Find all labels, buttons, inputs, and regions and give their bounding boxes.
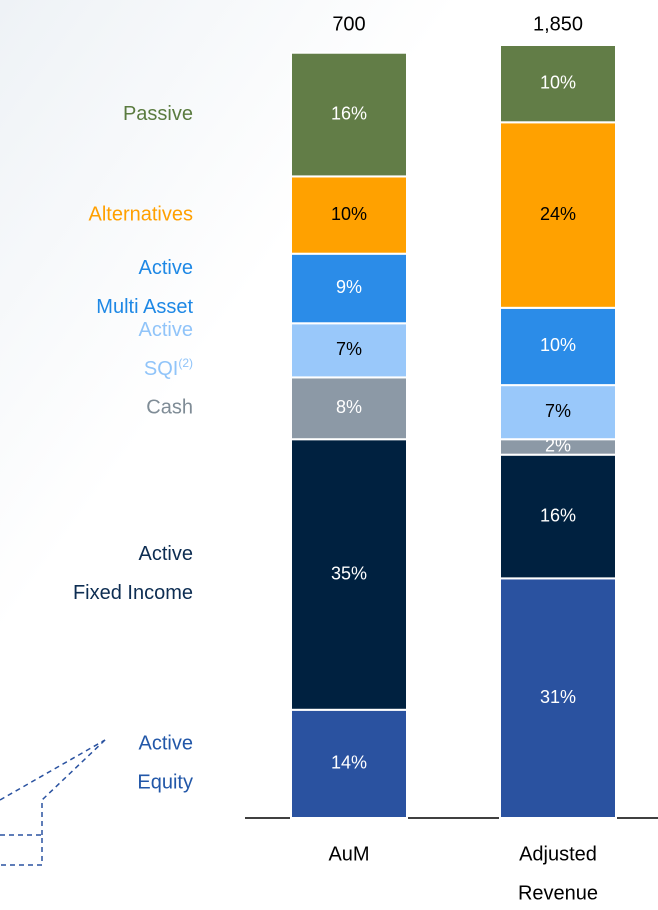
legend-label: Active SQI(2) <box>139 319 193 380</box>
bar-segment <box>290 51 408 178</box>
legend-label: Active Multi Asset <box>96 257 193 318</box>
bar-segment <box>499 306 617 387</box>
bar-segment <box>290 252 408 325</box>
total-label: 700 <box>332 13 365 35</box>
data-label: 10% <box>540 335 576 355</box>
data-label: 8% <box>336 397 362 417</box>
data-label: 7% <box>545 401 571 421</box>
bar-segment <box>290 322 408 379</box>
data-label: 16% <box>540 505 576 525</box>
bar-segment <box>499 577 617 819</box>
data-label: 31% <box>540 687 576 707</box>
legend-label: Alternatives <box>89 203 194 225</box>
data-label: 14% <box>331 753 367 773</box>
x-tick-label: AuM <box>328 843 369 865</box>
callout-lines <box>0 739 106 866</box>
bar-segment <box>290 376 408 441</box>
footnote: (2) <box>178 356 193 370</box>
data-label: 35% <box>331 563 367 583</box>
data-label: 7% <box>336 339 362 359</box>
bar-segment <box>499 121 617 309</box>
bar-segment <box>499 44 617 124</box>
legend-label: Passive <box>123 103 193 125</box>
bar-segment <box>499 453 617 580</box>
bar-segment <box>290 438 408 711</box>
data-label: 10% <box>331 204 367 224</box>
data-label: 2% <box>545 436 571 456</box>
total-label: 1,850 <box>533 13 583 35</box>
legend-label: Active Fixed Income <box>73 543 193 604</box>
bar-segment <box>499 384 617 441</box>
data-label: 24% <box>540 204 576 224</box>
data-label: 10% <box>540 72 576 92</box>
legend-label: Cash <box>146 397 193 419</box>
data-label: 9% <box>336 277 362 297</box>
data-label: 16% <box>331 103 367 123</box>
legend-label: Active Equity <box>137 733 193 794</box>
x-tick-label: Adjusted Revenue <box>518 844 598 905</box>
